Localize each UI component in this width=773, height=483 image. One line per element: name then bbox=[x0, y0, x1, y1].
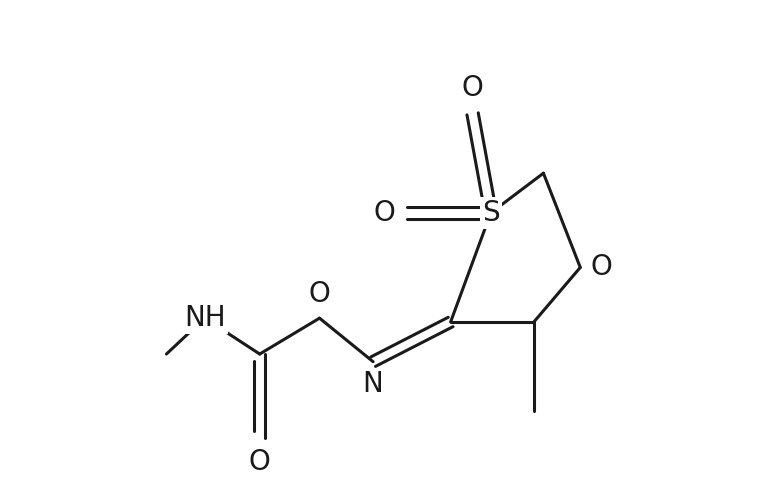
Text: NH: NH bbox=[184, 304, 226, 332]
Text: O: O bbox=[591, 254, 612, 282]
Text: O: O bbox=[308, 280, 330, 308]
Text: S: S bbox=[482, 199, 499, 227]
Text: O: O bbox=[249, 448, 271, 476]
Text: O: O bbox=[461, 74, 483, 102]
Text: N: N bbox=[363, 370, 383, 398]
Text: O: O bbox=[373, 199, 395, 227]
